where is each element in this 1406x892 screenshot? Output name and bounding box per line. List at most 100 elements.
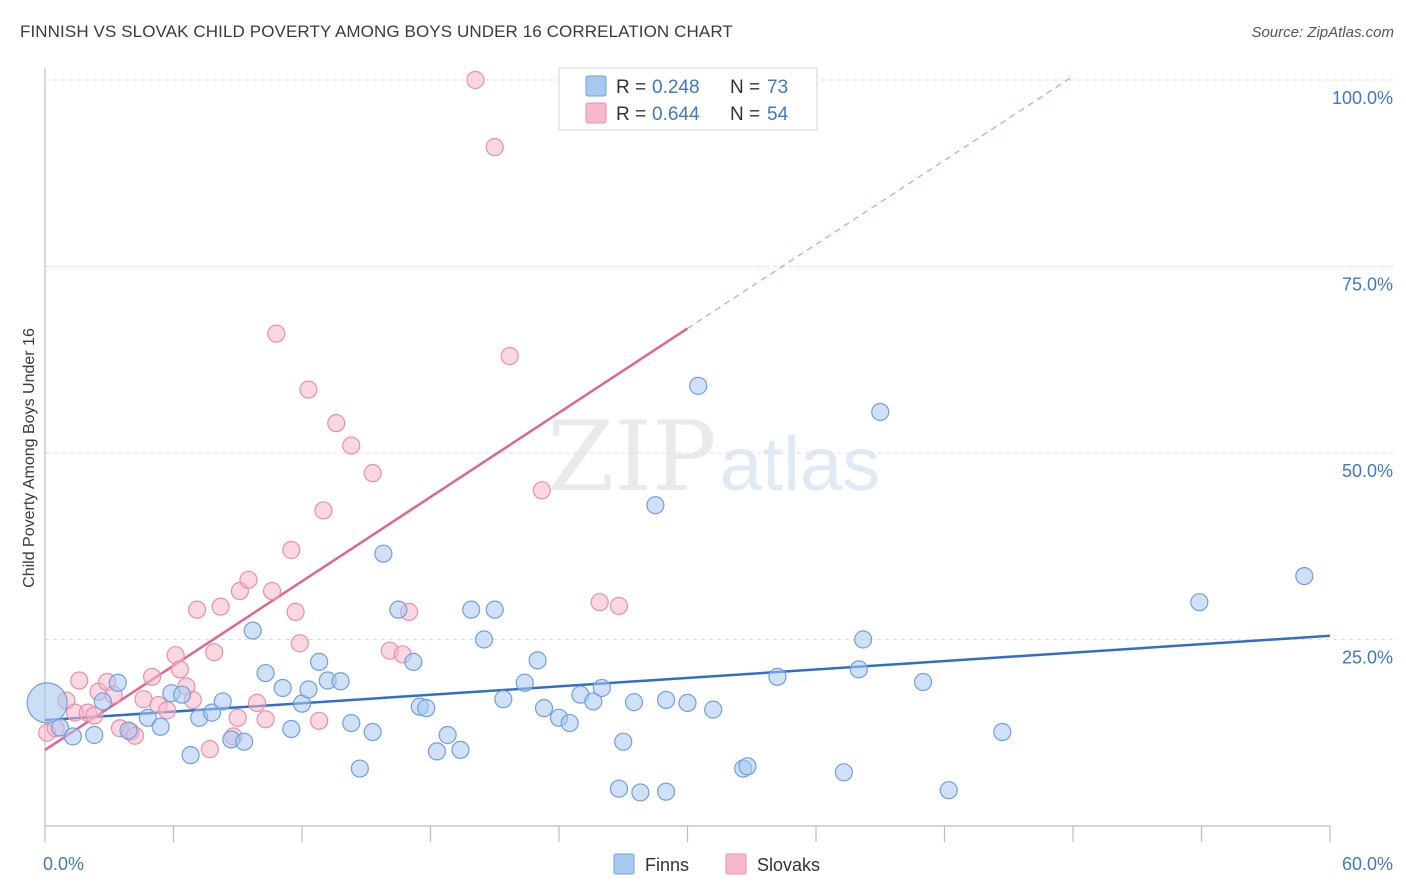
point-slovaks <box>247 693 267 713</box>
watermark: ZIP atlas <box>547 401 880 513</box>
point-slovaks <box>310 711 329 730</box>
y-axis-title: Child Poverty Among Boys Under 16 <box>21 328 38 588</box>
point-finns <box>738 757 757 776</box>
point-slovaks <box>205 643 224 662</box>
point-finns <box>331 672 350 691</box>
point-finns <box>631 783 650 802</box>
point-finns <box>172 685 192 704</box>
x-tick-label-min: 0.0% <box>43 854 84 874</box>
point-finns <box>181 746 200 765</box>
point-finns <box>243 621 262 640</box>
point-slovaks <box>609 596 629 616</box>
point-slovaks <box>211 597 230 616</box>
legend-r-label-slovaks: R = <box>616 104 646 125</box>
y-tick-label: 25.0% <box>1342 648 1393 668</box>
gridlines <box>45 79 1395 640</box>
point-slovaks <box>256 710 275 729</box>
point-finns <box>485 600 504 619</box>
point-slovaks <box>200 740 220 759</box>
point-finns <box>138 708 157 727</box>
point-finns <box>678 693 697 713</box>
point-slovaks <box>267 324 286 343</box>
point-finns <box>427 742 447 761</box>
source-label: Source: ZipAtlas.com <box>1251 24 1394 41</box>
point-finns <box>282 719 301 739</box>
legend-n-value-finns: 73 <box>767 77 788 98</box>
point-slovaks <box>286 602 305 621</box>
point-finns <box>515 673 534 692</box>
watermark-zip: ZIP <box>547 401 716 513</box>
point-finns <box>656 690 676 710</box>
point-finns <box>560 713 579 733</box>
point-finns <box>310 652 329 671</box>
point-slovaks <box>485 138 504 157</box>
point-finns <box>1190 593 1209 612</box>
point-slovaks <box>590 593 609 612</box>
point-finns <box>119 721 138 740</box>
point-finns <box>849 660 868 679</box>
y-tick-label: 75.0% <box>1342 275 1393 295</box>
point-finns <box>63 727 82 746</box>
point-finns <box>85 725 104 745</box>
y-tick-label: 100.0% <box>1332 88 1393 108</box>
legend-n-label-slovaks: N = <box>730 104 760 125</box>
point-slovaks <box>170 660 190 679</box>
point-slovaks <box>532 481 551 500</box>
legend-swatch-finns <box>585 75 607 97</box>
point-slovaks <box>142 667 162 686</box>
point-slovaks <box>239 570 258 589</box>
point-finns <box>374 544 393 563</box>
point-slovaks <box>314 501 333 520</box>
point-finns <box>438 725 457 745</box>
bottom-legend-label-slovaks: Slovaks <box>757 855 820 875</box>
point-slovaks <box>500 346 519 366</box>
point-slovaks <box>262 581 282 601</box>
y-tick-label: 50.0% <box>1342 461 1393 481</box>
point-finns <box>871 402 890 422</box>
bottom-legend-swatch-finns <box>613 853 635 875</box>
point-finns <box>646 496 665 515</box>
point-finns <box>350 759 369 778</box>
point-slovaks <box>157 701 177 720</box>
point-finns <box>494 690 513 709</box>
legend-r-value-slovaks: 0.644 <box>652 104 700 125</box>
point-finns <box>389 600 408 619</box>
point-finns <box>273 678 292 698</box>
point-finns <box>151 717 170 736</box>
chart-title: FINNISH VS SLOVAK CHILD POVERTY AMONG BO… <box>20 22 733 41</box>
point-slovaks <box>327 414 346 433</box>
x-tick-label-max: 60.0% <box>1342 854 1393 874</box>
point-finns <box>592 678 611 698</box>
point-slovaks <box>363 464 382 483</box>
point-finns <box>417 699 436 718</box>
stats-legend: R = 0.248 N = 73 R = 0.644 N = 54 <box>558 67 818 131</box>
point-finns <box>939 781 958 800</box>
point-slovaks <box>85 706 104 725</box>
point-finns <box>1295 566 1314 586</box>
point-finns <box>256 663 275 683</box>
point-finns <box>474 630 494 649</box>
point-finns <box>528 651 547 670</box>
point-finns <box>451 740 470 760</box>
point-finns <box>768 667 787 686</box>
trend-line-slovaks <box>44 327 689 751</box>
point-finns <box>342 713 361 733</box>
point-slovaks <box>342 436 361 455</box>
point-slovaks <box>466 70 485 90</box>
point-slovaks <box>290 634 309 653</box>
legend-n-value-slovaks: 54 <box>767 104 789 125</box>
point-slovaks <box>228 708 247 727</box>
point-slovaks <box>70 671 89 690</box>
point-finns <box>913 672 933 692</box>
point-finns <box>404 652 423 671</box>
point-finns <box>534 699 554 718</box>
legend-n-label-finns: N = <box>730 77 760 98</box>
legend-r-label-finns: R = <box>616 77 646 98</box>
tick-labels: 25.0% 50.0% 75.0% 100.0% 0.0% 60.0% <box>43 88 1393 874</box>
point-finns <box>26 682 68 724</box>
point-finns <box>993 722 1012 742</box>
point-finns <box>614 732 633 751</box>
point-slovaks <box>299 380 318 399</box>
point-finns <box>462 600 481 619</box>
